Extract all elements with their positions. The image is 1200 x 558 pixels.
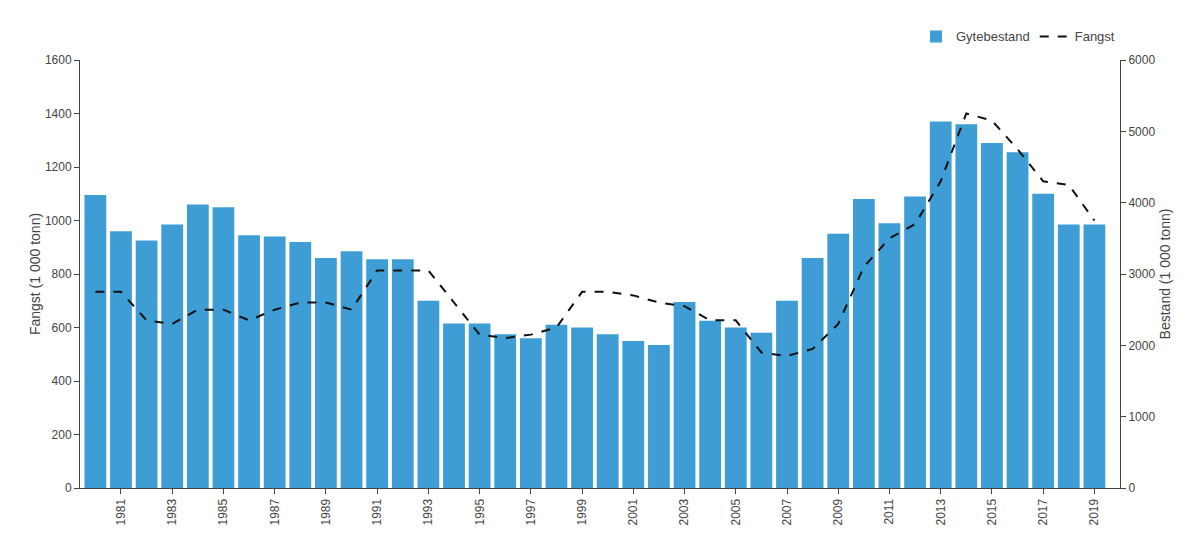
svg-text:Fangst: Fangst: [1075, 29, 1115, 44]
svg-text:3000: 3000: [1128, 267, 1155, 281]
svg-text:6000: 6000: [1128, 53, 1155, 67]
svg-text:2011: 2011: [882, 498, 896, 524]
svg-text:1985: 1985: [216, 498, 230, 525]
svg-text:2019: 2019: [1087, 498, 1101, 525]
svg-text:600: 600: [52, 321, 72, 335]
svg-text:1000: 1000: [1128, 410, 1155, 424]
svg-text:1999: 1999: [575, 498, 589, 525]
svg-text:4000: 4000: [1128, 196, 1155, 210]
svg-text:0: 0: [65, 481, 72, 495]
svg-text:1995: 1995: [473, 498, 487, 525]
svg-text:2013: 2013: [934, 498, 948, 525]
svg-text:Fangst (1 000 tonn): Fangst (1 000 tonn): [27, 213, 43, 335]
svg-text:400: 400: [52, 374, 72, 388]
svg-text:800: 800: [52, 267, 72, 281]
svg-text:1000: 1000: [45, 214, 72, 228]
svg-text:2001: 2001: [626, 498, 640, 525]
svg-text:1991: 1991: [370, 498, 384, 525]
svg-text:1600: 1600: [45, 53, 72, 67]
svg-text:200: 200: [52, 428, 72, 442]
svg-text:1993: 1993: [421, 498, 435, 525]
svg-text:1400: 1400: [45, 107, 72, 121]
svg-text:2000: 2000: [1128, 339, 1155, 353]
svg-text:1981: 1981: [114, 498, 128, 525]
svg-text:2007: 2007: [780, 498, 794, 525]
svg-text:5000: 5000: [1128, 125, 1155, 139]
svg-text:2015: 2015: [985, 498, 999, 525]
svg-text:Bestand (1 000 tonn): Bestand (1 000 tonn): [1157, 209, 1173, 340]
svg-text:2003: 2003: [677, 498, 691, 525]
svg-text:0: 0: [1128, 481, 1135, 495]
svg-text:1987: 1987: [268, 498, 282, 525]
svg-text:1200: 1200: [45, 160, 72, 174]
svg-text:2005: 2005: [729, 498, 743, 525]
svg-text:1997: 1997: [524, 498, 538, 525]
svg-text:Gytebestand: Gytebestand: [956, 29, 1030, 44]
svg-text:2017: 2017: [1036, 498, 1050, 525]
svg-text:1989: 1989: [319, 498, 333, 525]
svg-text:1983: 1983: [165, 498, 179, 525]
svg-text:2009: 2009: [831, 498, 845, 525]
